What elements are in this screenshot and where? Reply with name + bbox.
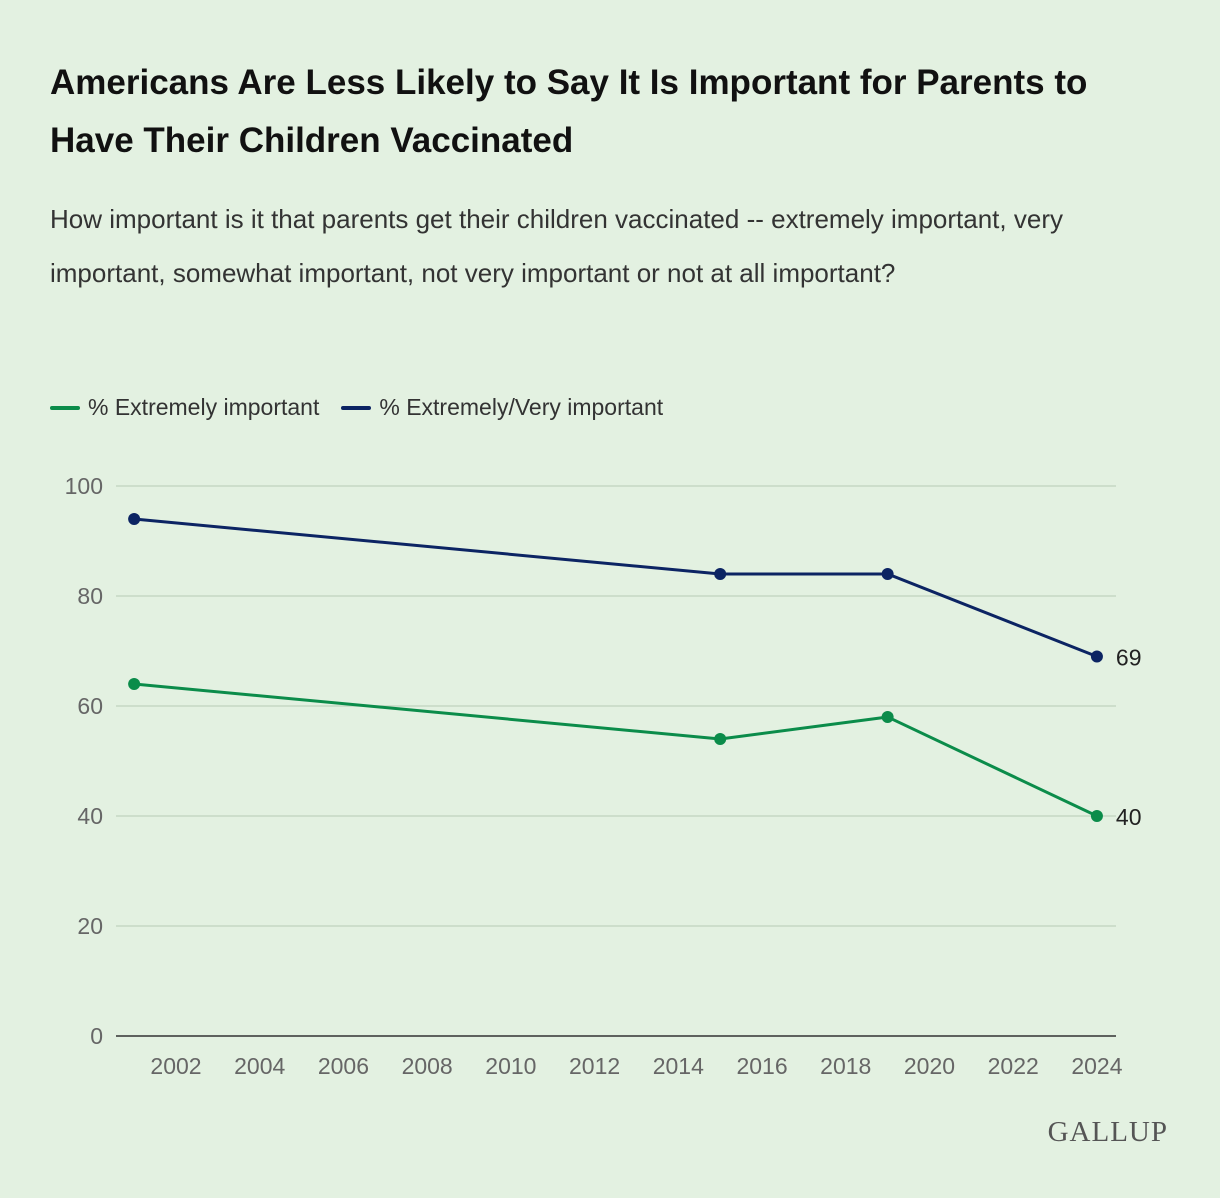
x-tick-label: 2014 bbox=[653, 1053, 704, 1079]
x-tick-label: 2002 bbox=[150, 1053, 201, 1079]
x-tick-label: 2012 bbox=[569, 1053, 620, 1079]
legend-item-extremely: % Extremely important bbox=[50, 394, 319, 421]
y-tick-label: 80 bbox=[77, 583, 103, 609]
legend-swatch-navy bbox=[341, 405, 372, 410]
legend-swatch-green bbox=[50, 405, 80, 410]
data-point bbox=[128, 678, 141, 690]
end-data-label: 40 bbox=[1116, 804, 1142, 830]
chart-title: Americans Are Less Likely to Say It Is I… bbox=[50, 63, 1088, 160]
y-tick-label: 20 bbox=[77, 913, 103, 939]
x-tick-label: 2008 bbox=[402, 1053, 453, 1079]
data-point bbox=[881, 711, 894, 723]
series-line-0 bbox=[133, 682, 1098, 818]
x-tick-label: 2010 bbox=[485, 1053, 536, 1079]
data-point bbox=[714, 733, 727, 745]
y-tick-label: 0 bbox=[90, 1023, 103, 1049]
data-point bbox=[1090, 650, 1103, 663]
data-point bbox=[128, 513, 141, 525]
x-tick-label: 2024 bbox=[1071, 1053, 1122, 1079]
series-line-1 bbox=[133, 517, 1098, 658]
gallup-logo: GALLUP bbox=[1047, 1116, 1168, 1148]
y-tick-label: 60 bbox=[77, 693, 103, 719]
legend-item-extremely-very: % Extremely/Very important bbox=[341, 394, 663, 421]
data-point bbox=[1090, 810, 1103, 822]
x-tick-label: 2018 bbox=[820, 1053, 871, 1079]
legend: % Extremely important % Extremely/Very i… bbox=[50, 394, 685, 421]
x-tick-label: 2006 bbox=[318, 1053, 369, 1079]
legend-label: % Extremely important bbox=[88, 394, 320, 420]
legend-label: % Extremely/Very important bbox=[379, 394, 664, 420]
x-tick-label: 2020 bbox=[904, 1053, 955, 1079]
y-tick-label: 100 bbox=[65, 473, 103, 499]
x-tick-label: 2004 bbox=[234, 1053, 285, 1079]
y-tick-label: 40 bbox=[77, 803, 103, 829]
data-point bbox=[881, 568, 894, 580]
data-point bbox=[714, 568, 727, 580]
x-tick-label: 2016 bbox=[736, 1053, 787, 1079]
end-data-label: 69 bbox=[1116, 645, 1142, 671]
chart-subtitle: How important is it that parents get the… bbox=[50, 204, 1063, 288]
x-tick-label: 2022 bbox=[988, 1053, 1039, 1079]
